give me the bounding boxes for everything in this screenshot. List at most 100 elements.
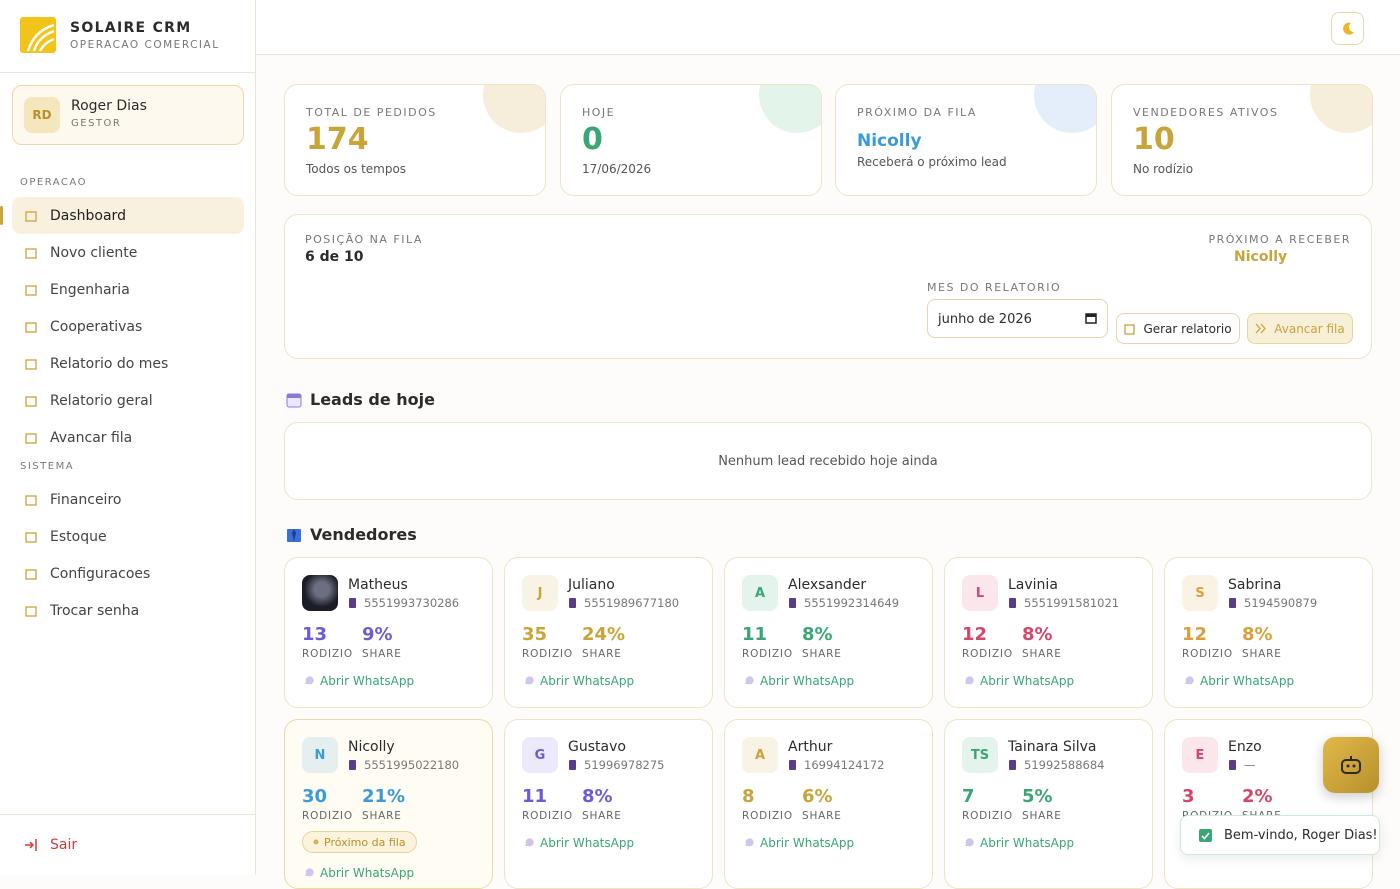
seller-name: Enzo [1228, 739, 1262, 755]
report-label: Gerar relatorio [1143, 321, 1232, 336]
whatsapp-text: Abrir WhatsApp [540, 674, 635, 688]
seller-phone: 16994124172 [788, 758, 884, 772]
seller-share: 9% [362, 624, 393, 645]
whatsapp-link[interactable]: Abrir WhatsApp [1183, 674, 1294, 688]
whatsapp-link[interactable]: Abrir WhatsApp [743, 836, 854, 850]
whatsapp-link[interactable]: Abrir WhatsApp [963, 674, 1074, 688]
rodizio-label: RODIZIO [962, 810, 1013, 822]
seller-phone: 5551993730286 [348, 596, 459, 610]
stat-label: HOJE [582, 106, 616, 119]
share-label: SHARE [362, 810, 402, 822]
nav-item[interactable]: Dashboard [12, 197, 244, 234]
stat-card: TOTAL DE PEDIDOS 174 Todos os tempos [284, 84, 546, 196]
whatsapp-link[interactable]: Abrir WhatsApp [523, 836, 634, 850]
nav-item[interactable]: Estoque [12, 518, 244, 555]
icon [525, 676, 534, 685]
seller-share: 24% [582, 624, 626, 645]
whatsapp-link[interactable]: Abrir WhatsApp [743, 674, 854, 688]
seller-avatar: TS [962, 737, 998, 773]
stat-label: VENDEDORES ATIVOS [1133, 106, 1279, 119]
seller-photo [302, 575, 338, 611]
stat-blob [1310, 85, 1372, 133]
icon [25, 395, 37, 407]
nav-item[interactable]: Novo cliente [12, 234, 244, 271]
icon [25, 210, 37, 222]
whatsapp-text: Abrir WhatsApp [980, 674, 1075, 688]
stat-card: VENDEDORES ATIVOS 10 No rodízio [1111, 84, 1373, 196]
icon [1255, 323, 1267, 334]
icon [1199, 828, 1212, 842]
stat-note: 17/06/2026 [582, 162, 652, 176]
icon [25, 838, 37, 851]
assistant-button[interactable] [1323, 737, 1379, 793]
nav-item[interactable]: Relatorio do mes [12, 345, 244, 382]
phone-number: 16994124172 [804, 758, 885, 772]
next-badge: Próximo da fila [302, 831, 417, 853]
seller-name: Matheus [348, 577, 408, 593]
icon [25, 321, 37, 333]
nav-label: Financeiro [50, 491, 122, 508]
seller-share: 8% [1242, 624, 1273, 645]
nav-label: Relatorio do mes [50, 355, 169, 372]
seller-card: A Arthur 16994124172 8 6% RODIZIO SHARE Abrir W… [724, 719, 933, 889]
next-label: PRÓXIMO A RECEBER [1208, 233, 1351, 246]
icon [25, 494, 37, 506]
phone-number: 5551992314649 [804, 596, 900, 610]
seller-phone: — [1228, 758, 1256, 772]
advance-button[interactable]: Avancar fila [1247, 313, 1353, 344]
icon [1229, 760, 1236, 770]
user-role: GESTOR [71, 118, 122, 129]
nav-label: Trocar senha [50, 602, 140, 619]
icon [1185, 676, 1194, 685]
seller-card: A Alexsander 5551992314649 11 8% RODIZIO SHARE… [724, 557, 933, 708]
seller-phone: 5551991581021 [1008, 596, 1119, 610]
phone-number: 5194590879 [1244, 596, 1318, 610]
phone-number: 51996978275 [584, 758, 665, 772]
report-button[interactable]: Gerar relatorio [1116, 313, 1240, 344]
nav-item[interactable]: Configuracoes [12, 555, 244, 592]
divider [0, 72, 256, 73]
leads-empty: Nenhum lead recebido hoje ainda [284, 422, 1372, 500]
nav-label: Configuracoes [50, 565, 151, 582]
nav-item[interactable]: Avancar fila [12, 419, 244, 456]
seller-share: 6% [802, 786, 833, 807]
whatsapp-link[interactable]: Abrir WhatsApp [303, 866, 414, 880]
seller-phone: 51992588684 [1008, 758, 1104, 772]
seller-card: L Lavinia 5551991581021 12 8% RODIZIO SHARE Abr… [944, 557, 1153, 708]
seller-share: 5% [1022, 786, 1053, 807]
month-input[interactable]: junho de 2026 [927, 299, 1108, 338]
nav-item[interactable]: Engenharia [12, 271, 244, 308]
icon [1009, 760, 1016, 770]
whatsapp-link[interactable]: Abrir WhatsApp [523, 674, 634, 688]
whatsapp-text: Abrir WhatsApp [540, 836, 635, 850]
seller-share: 8% [802, 624, 833, 645]
icon [1085, 313, 1097, 324]
seller-avatar: J [522, 575, 558, 611]
rodizio-label: RODIZIO [302, 648, 353, 660]
seller-share: 21% [362, 786, 406, 807]
whatsapp-link[interactable]: Abrir WhatsApp [963, 836, 1074, 850]
icon [965, 838, 974, 847]
nav-item[interactable]: Relatorio geral [12, 382, 244, 419]
rodizio-label: RODIZIO [522, 810, 573, 822]
nav-item[interactable]: Trocar senha [12, 592, 244, 629]
icon [1124, 323, 1136, 335]
logout[interactable]: Sair [12, 826, 244, 863]
stat-value: 0 [582, 122, 603, 157]
logout-label: Sair [50, 836, 78, 853]
seller-phone: 5551989677180 [568, 596, 679, 610]
seller-phone: 5551995022180 [348, 758, 459, 772]
nav-item[interactable]: Cooperativas [12, 308, 244, 345]
nav-item[interactable]: Financeiro [12, 481, 244, 518]
active-marker [0, 206, 3, 225]
topbar [256, 0, 1400, 55]
nav-label: Relatorio geral [50, 392, 153, 409]
seller-rodizio: 8 [742, 786, 755, 807]
phone-number: 5551993730286 [364, 596, 460, 610]
theme-toggle[interactable] [1331, 12, 1364, 45]
whatsapp-link[interactable]: Abrir WhatsApp [303, 674, 414, 688]
seller-card: TS Tainara Silva 51992588684 7 5% RODIZIO SHAR… [944, 719, 1153, 889]
leads-empty-text: Nenhum lead recebido hoje ainda [718, 453, 938, 469]
seller-card: J Juliano 5551989677180 35 24% RODIZIO SHARE Ab… [504, 557, 713, 708]
seller-avatar: L [962, 575, 998, 611]
